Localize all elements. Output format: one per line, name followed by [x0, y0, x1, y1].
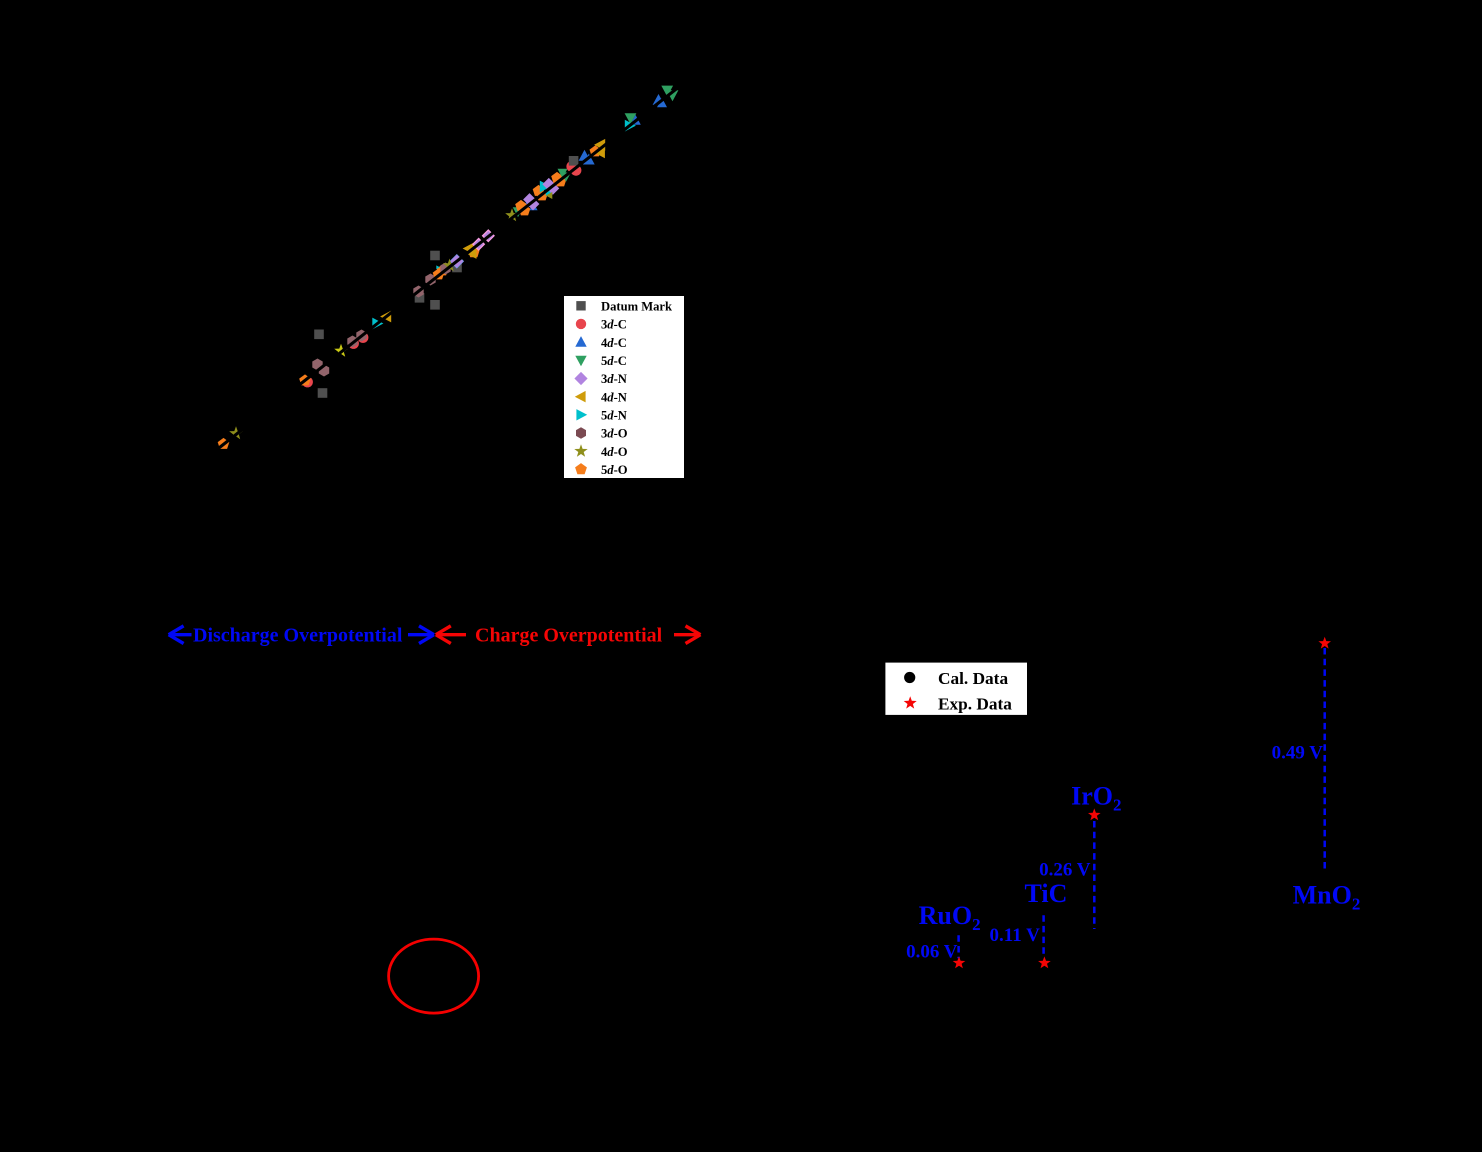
svg-text:TiC: TiC — [1025, 879, 1068, 908]
svg-text:3d-C: 3d-C — [601, 318, 627, 332]
svg-text:Charge Overpotential: Charge Overpotential — [475, 625, 663, 647]
svg-text:5d-N: 5d-N — [601, 409, 627, 423]
svg-text:Datum Mark: Datum Mark — [601, 300, 672, 314]
svg-text:5d-C: 5d-C — [601, 354, 627, 368]
svg-text:0.06 V: 0.06 V — [906, 942, 958, 963]
svg-text:4d-C: 4d-C — [601, 336, 627, 350]
svg-text:Exp. Data: Exp. Data — [938, 695, 1012, 714]
svg-text:MnO2: MnO2 — [1293, 881, 1361, 914]
svg-text:4d-O: 4d-O — [601, 445, 628, 459]
svg-text:3d-N: 3d-N — [601, 372, 627, 386]
svg-text:RuO2: RuO2 — [919, 901, 981, 934]
svg-text:Cal. Data: Cal. Data — [938, 669, 1008, 688]
svg-text:0.49 V: 0.49 V — [1272, 743, 1324, 764]
svg-text:Discharge Overpotential: Discharge Overpotential — [193, 625, 403, 647]
svg-text:0.11 V: 0.11 V — [990, 925, 1041, 946]
svg-text:4d-N: 4d-N — [601, 390, 627, 404]
svg-text:5d-O: 5d-O — [601, 463, 628, 477]
svg-text:3d-O: 3d-O — [601, 427, 628, 441]
svg-text:0.26 V: 0.26 V — [1039, 860, 1091, 881]
